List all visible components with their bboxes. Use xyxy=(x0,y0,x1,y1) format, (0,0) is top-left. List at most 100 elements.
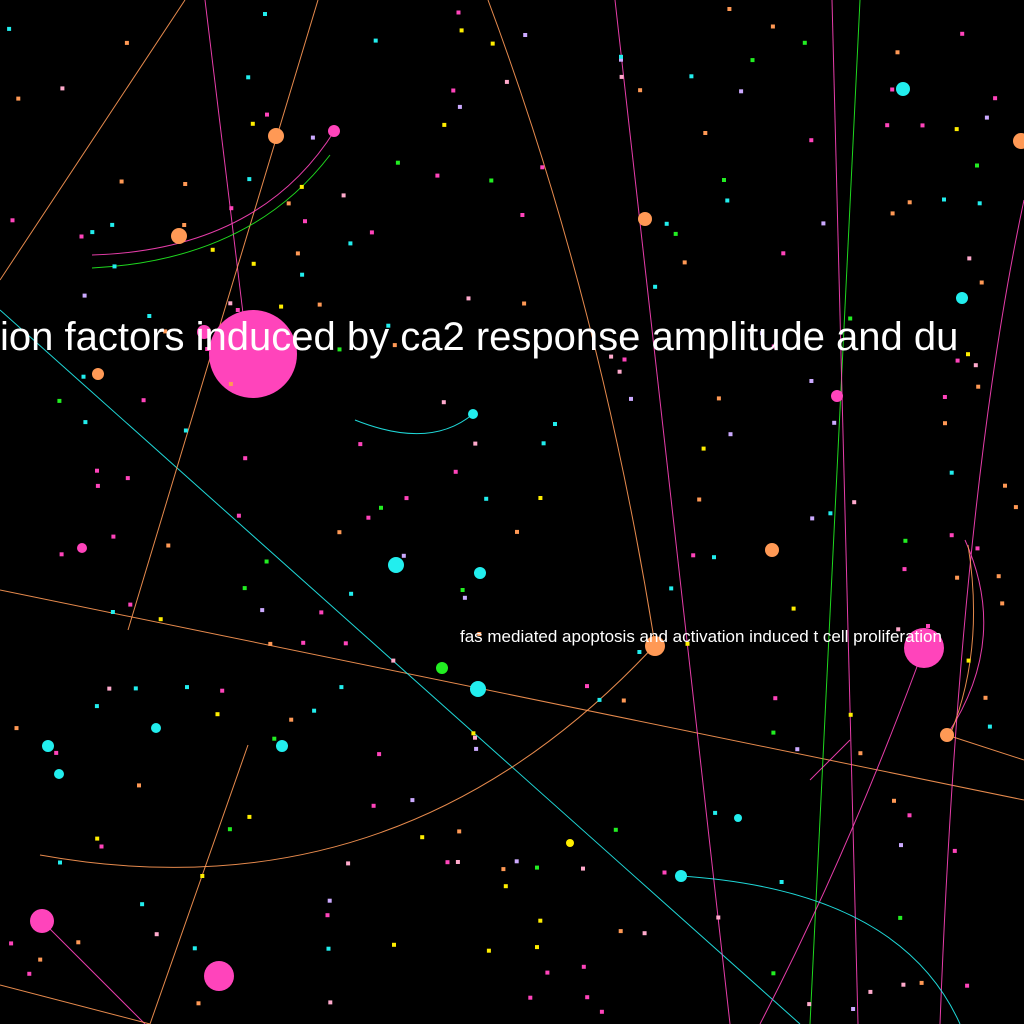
network-node-small xyxy=(895,50,900,55)
network-node xyxy=(92,368,104,380)
network-node-small xyxy=(975,546,980,551)
network-node-small xyxy=(901,982,906,987)
network-node-small xyxy=(391,658,396,663)
network-node xyxy=(638,212,652,226)
network-node-small xyxy=(147,314,152,318)
network-node xyxy=(209,310,297,398)
network-node-small xyxy=(852,500,857,505)
network-node-small xyxy=(975,163,979,168)
network-node-small xyxy=(392,343,397,348)
network-node-small xyxy=(119,179,124,184)
network-node xyxy=(566,839,574,847)
network-node-small xyxy=(343,641,348,646)
network-node-small xyxy=(462,595,467,600)
network-node-small xyxy=(821,221,826,226)
network-node-small xyxy=(295,251,300,256)
network-node-small xyxy=(183,428,188,433)
network-node-small xyxy=(773,696,778,701)
network-node xyxy=(645,636,665,656)
network-node-small xyxy=(770,24,775,29)
network-node-small xyxy=(725,198,730,203)
network-node-small xyxy=(515,529,519,534)
network-node-small xyxy=(597,697,602,702)
network-node-small xyxy=(112,264,117,269)
network-node-small xyxy=(996,574,1001,579)
network-node-small xyxy=(471,731,476,736)
network-node xyxy=(765,543,779,557)
network-node-small xyxy=(81,374,86,379)
network-node-small xyxy=(16,96,21,101)
network-edge xyxy=(39,644,656,868)
network-node-small xyxy=(286,201,291,206)
network-node-small xyxy=(967,256,972,261)
network-node-small xyxy=(166,543,171,548)
network-node-small xyxy=(621,698,626,703)
network-node-small xyxy=(899,843,903,848)
network-node-small xyxy=(919,980,924,985)
network-node-small xyxy=(728,432,733,437)
network-edge xyxy=(204,0,246,331)
network-node-small xyxy=(503,884,508,889)
network-node-small xyxy=(348,241,353,246)
network-edge xyxy=(0,984,151,1024)
network-node-small xyxy=(110,610,115,614)
network-node-small xyxy=(848,712,853,717)
network-node-small xyxy=(697,497,702,502)
network-node-small xyxy=(716,915,721,920)
network-node-small xyxy=(522,301,527,306)
network-node-small xyxy=(858,751,863,756)
network-node-small xyxy=(771,730,776,735)
network-node-small xyxy=(553,422,557,426)
network-node-small xyxy=(346,861,351,866)
network-node xyxy=(956,292,968,304)
network-node-small xyxy=(265,112,269,117)
network-edge xyxy=(679,875,961,1024)
network-node-small xyxy=(158,617,163,622)
network-node-small xyxy=(279,304,284,309)
network-node-small xyxy=(289,717,294,722)
network-node-small xyxy=(9,941,14,946)
network-node-small xyxy=(520,213,525,217)
network-node-small xyxy=(885,123,890,128)
network-node-small xyxy=(653,284,658,289)
network-node-small xyxy=(466,296,471,301)
network-node-small xyxy=(182,223,187,227)
network-node-small xyxy=(272,736,277,741)
network-node-small xyxy=(890,211,895,216)
network-edge xyxy=(91,129,336,256)
network-node-small xyxy=(125,476,130,481)
network-node-small xyxy=(395,160,400,165)
network-node-small xyxy=(1003,483,1007,488)
network-node-small xyxy=(898,915,903,920)
network-node-small xyxy=(490,41,495,46)
network-edge xyxy=(0,589,1024,801)
network-node-small xyxy=(984,115,989,120)
network-node-small xyxy=(890,87,895,92)
network-node xyxy=(77,543,87,553)
network-node-small xyxy=(538,496,543,500)
network-node-small xyxy=(228,382,233,386)
network-node-small xyxy=(523,33,528,37)
network-node-small xyxy=(94,704,99,709)
network-node-small xyxy=(228,301,233,306)
network-node-small xyxy=(896,627,901,632)
network-node-small xyxy=(713,810,718,815)
network-node-small xyxy=(703,131,708,135)
network-node xyxy=(940,728,954,742)
network-node-small xyxy=(82,293,87,298)
network-node-small xyxy=(966,352,970,357)
network-node-small xyxy=(337,347,342,352)
network-node-small xyxy=(642,931,647,936)
network-edge xyxy=(809,739,851,781)
network-node-small xyxy=(301,640,306,645)
network-node-small xyxy=(460,588,465,592)
network-node xyxy=(675,870,687,882)
network-node-small xyxy=(662,870,667,875)
network-edge xyxy=(354,413,474,435)
network-node-small xyxy=(251,261,256,266)
network-node-small xyxy=(247,814,252,819)
network-node-small xyxy=(441,400,446,405)
network-node-small xyxy=(325,913,330,918)
network-node-small xyxy=(1000,601,1005,606)
